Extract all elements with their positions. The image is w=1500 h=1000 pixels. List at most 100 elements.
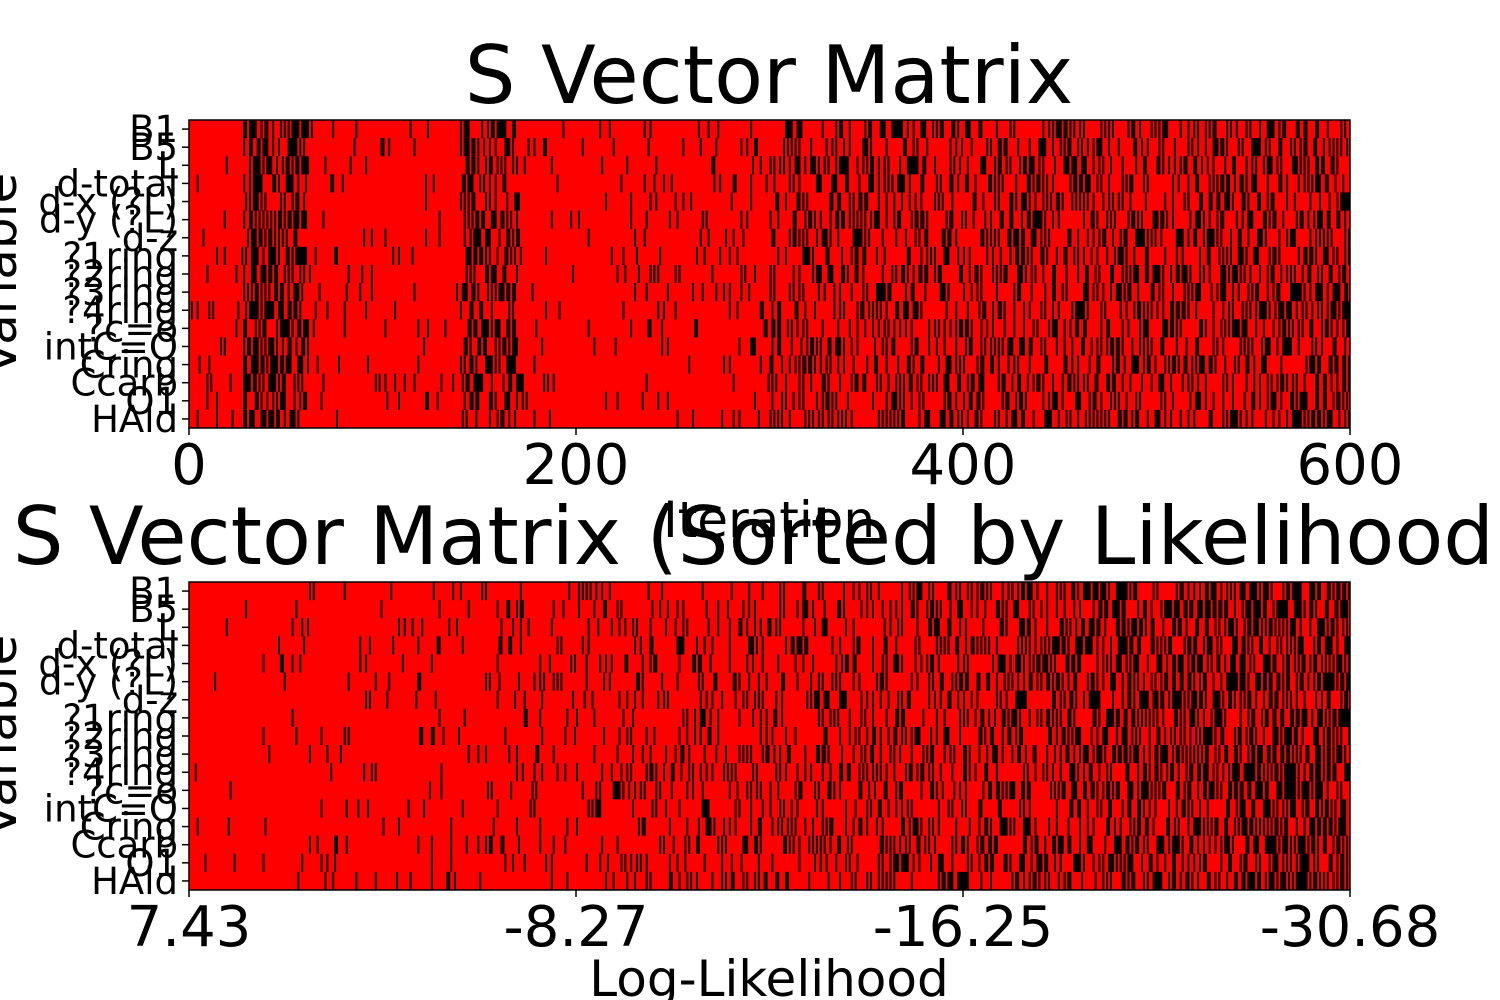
heatmap-cell	[828, 265, 834, 283]
heatmap-cell	[980, 337, 982, 355]
heatmap-cell	[1224, 356, 1226, 374]
heatmap-cell	[994, 156, 996, 174]
heatmap-cell	[1246, 410, 1248, 428]
heatmap-cell	[1089, 392, 1091, 410]
heatmap-cell	[427, 319, 429, 337]
heatmap-cell	[814, 618, 816, 636]
heatmap-cell	[1149, 854, 1153, 872]
heatmap-cell	[369, 691, 371, 709]
heatmap-cell	[559, 301, 561, 319]
heatmap-cell	[992, 247, 994, 265]
heatmap-cell	[969, 337, 973, 355]
heatmap-cell	[1064, 247, 1068, 265]
heatmap-cell	[470, 229, 472, 247]
heatmap-cell	[1228, 319, 1230, 337]
heatmap-cell	[746, 872, 748, 890]
heatmap-cell	[1271, 763, 1273, 781]
heatmap-cell	[319, 283, 321, 301]
heatmap-cell	[843, 138, 845, 156]
heatmap-cell	[1021, 211, 1023, 229]
heatmap-cell	[868, 229, 870, 247]
heatmap-cell	[1172, 836, 1180, 854]
heatmap-cell	[1315, 120, 1319, 138]
heatmap-cell	[557, 763, 559, 781]
heatmap-cell	[551, 618, 553, 636]
heatmap-cell	[1151, 374, 1153, 392]
heatmap-cell	[1247, 709, 1249, 727]
heatmap-cell	[1060, 691, 1062, 709]
heatmap-cell	[1160, 392, 1162, 410]
heatmap-cell	[1155, 410, 1161, 428]
heatmap-cell	[1122, 265, 1124, 283]
heatmap-cell	[284, 211, 286, 229]
heatmap-cell	[1164, 636, 1166, 654]
heatmap-cell	[383, 818, 385, 836]
heatmap-cell	[967, 836, 969, 854]
heatmap-cell	[485, 673, 487, 691]
heatmap-cell	[1232, 156, 1236, 174]
heatmap-cell	[1238, 727, 1242, 745]
heatmap-cell	[516, 818, 518, 836]
heatmap-cell	[346, 799, 348, 817]
heatmap-cell	[671, 174, 673, 192]
heatmap-cell	[1079, 745, 1081, 763]
heatmap-cell	[1251, 283, 1253, 301]
heatmap-cell	[1164, 854, 1166, 872]
heatmap-cell	[375, 763, 377, 781]
heatmap-cell	[1340, 120, 1342, 138]
heatmap-cell	[1100, 582, 1106, 600]
heatmap-cell	[1004, 265, 1008, 283]
heatmap-cell	[978, 374, 984, 392]
heatmap-cell	[663, 691, 665, 709]
heatmap-cell	[1027, 618, 1031, 636]
heatmap-cell	[998, 374, 1000, 392]
heatmap-cell	[922, 709, 924, 727]
heatmap-cell	[1193, 818, 1201, 836]
heatmap-cell	[779, 582, 781, 600]
heatmap-cell	[435, 691, 437, 709]
heatmap-cell	[1340, 673, 1344, 691]
heatmap-cell	[802, 392, 804, 410]
heatmap-cell	[508, 374, 512, 392]
heatmap-cell	[1000, 247, 1002, 265]
heatmap-cell	[899, 156, 901, 174]
heatmap-cell	[905, 763, 907, 781]
heatmap-cell	[1035, 618, 1037, 636]
heatmap-cell	[975, 410, 979, 428]
heatmap-cell	[1141, 854, 1143, 872]
heatmap-cell	[901, 600, 903, 618]
heatmap-cell	[1286, 265, 1288, 283]
heatmap-cell	[955, 337, 957, 355]
heatmap-cell	[1037, 319, 1039, 337]
heatmap-cell	[301, 120, 309, 138]
heatmap-cell	[601, 156, 603, 174]
heatmap-cell	[1147, 836, 1149, 854]
heatmap-cell	[1097, 356, 1101, 374]
heatmap-cell	[561, 673, 563, 691]
heatmap-cell	[650, 745, 652, 763]
heatmap-cell	[1290, 283, 1302, 301]
heatmap-cell	[1280, 374, 1284, 392]
heatmap-cell	[603, 673, 605, 691]
heatmap-cell	[771, 818, 773, 836]
heatmap-cell	[955, 301, 957, 319]
heatmap-cell	[1124, 356, 1126, 374]
heatmap-cell	[957, 247, 959, 265]
heatmap-cell	[729, 247, 731, 265]
heatmap-cell	[990, 727, 994, 745]
heatmap-cell	[1238, 247, 1244, 265]
heatmap-cell	[431, 654, 433, 672]
heatmap-cell	[1127, 854, 1133, 872]
heatmap-cell	[1149, 763, 1151, 781]
heatmap-cell	[501, 836, 505, 854]
heatmap-cell	[413, 374, 415, 392]
heatmap-cell	[859, 192, 863, 210]
heatmap-cell	[839, 120, 843, 138]
heatmap-cell	[595, 582, 597, 600]
heatmap-cell	[479, 301, 483, 319]
heatmap-cell	[804, 745, 806, 763]
heatmap-cell	[533, 356, 535, 374]
heatmap-cell	[1280, 392, 1282, 410]
heatmap-cell	[1207, 229, 1215, 247]
heatmap-cell	[1294, 600, 1302, 618]
